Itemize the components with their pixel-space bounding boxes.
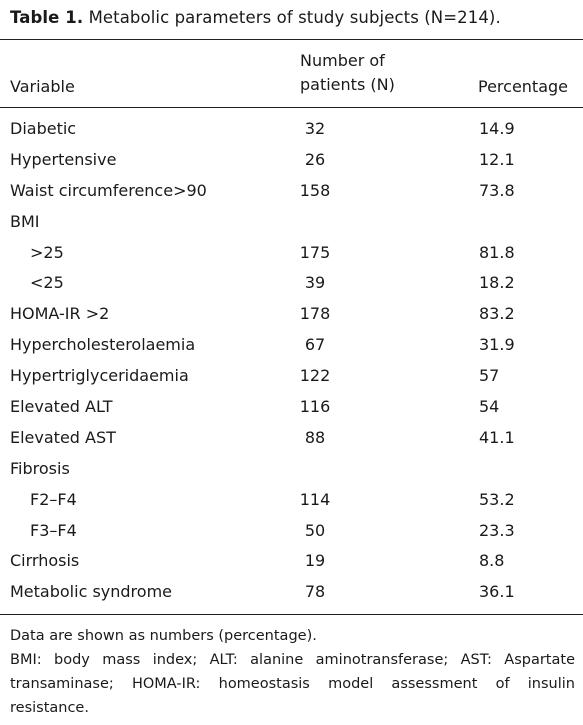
row-percentage: 54 [479,397,500,417]
row-number-of-patients: 32 [304,119,326,138]
table-row: F3–F4 50 23.3 [0,516,583,547]
row-variable: Waist circumference>90 [10,180,207,200]
table-row: >25 175 81.8 [0,238,583,269]
row-number-of-patients: 78 [304,582,326,602]
row-number-of-patients: 158 [299,180,331,200]
table-row: Cirrhosis 19 8.8 [0,546,583,577]
table-row: Metabolic syndrome 78 36.1 [0,577,583,608]
table-row: F2–F4 114 53.2 [0,485,583,516]
row-variable: Hypertriglyceridaemia [10,366,189,386]
row-variable: Fibrosis [10,458,70,478]
row-variable: F3–F4 [30,520,77,540]
row-percentage: 83.2 [479,304,515,324]
table-row: <25 39 18.2 [0,268,583,299]
header-number-line2: patients (N) [300,75,395,94]
table-body: Diabetic 32 14.9 Hypertensive 26 12.1 Waist ci… [0,114,583,608]
row-percentage: 53.2 [479,489,515,509]
table-title-label: Table 1. [10,8,84,27]
row-variable: Elevated ALT [10,397,113,417]
table-title: Table 1. Metabolic parameters of study s… [10,7,501,29]
table-row: Elevated AST 88 41.1 [0,423,583,454]
row-percentage: 12.1 [479,149,515,169]
row-percentage: 14.9 [479,119,515,138]
table-row: Hypertensive 26 12.1 [0,145,583,176]
row-number-of-patients: 175 [299,242,331,262]
table-row: Fibrosis [0,454,583,485]
row-variable: Hypertensive [10,149,117,169]
footnote-data-format: Data are shown as numbers (percentage). [10,628,317,644]
header-number-of-patients: Number of patients (N) [300,49,470,97]
footnote-abbreviations: BMI: body mass index; ALT: alanine amino… [10,652,575,716]
table-title-text: Metabolic parameters of study subjects (… [83,8,501,27]
row-variable: F2–F4 [30,489,77,509]
row-number-of-patients: 114 [299,489,331,509]
row-variable: Diabetic [10,119,77,138]
row-percentage: 57 [479,366,500,386]
row-variable: Elevated AST [10,427,116,447]
table-row: Elevated ALT 116 54 [0,392,583,423]
row-variable: <25 [30,273,64,293]
row-variable: Metabolic syndrome [10,582,172,602]
row-number-of-patients: 19 [304,551,326,571]
row-number-of-patients: 67 [304,335,326,355]
row-percentage: 18.2 [479,273,515,293]
table-row: Diabetic 32 14.9 [0,114,583,145]
table-row: Hypertriglyceridaemia 122 57 [0,361,583,392]
row-variable: Hypercholesterolaemia [10,335,196,355]
row-percentage: 81.8 [479,242,515,262]
row-number-of-patients: 26 [304,149,326,169]
table-row: Waist circumference>90 158 73.8 [0,176,583,207]
row-variable: HOMA-IR >2 [10,304,110,324]
row-number-of-patients: 116 [299,397,331,417]
row-percentage: 41.1 [479,427,515,447]
header-number-line1: Number of [300,51,385,70]
table-row: BMI [0,207,583,238]
bottom-rule [0,614,583,615]
row-number-of-patients: 39 [304,273,326,293]
row-number-of-patients: 178 [299,304,331,324]
row-percentage: 23.3 [479,520,515,540]
row-percentage: 8.8 [479,551,505,571]
row-percentage: 31.9 [479,335,515,355]
row-number-of-patients: 88 [304,427,326,447]
table-row: HOMA-IR >2 178 83.2 [0,299,583,330]
top-rule [0,39,583,40]
row-variable: BMI [10,211,40,231]
table-footnotes: Data are shown as numbers (percentage). … [10,624,575,720]
row-number-of-patients: 122 [299,366,331,386]
header-rule [0,107,583,108]
row-variable: >25 [30,242,64,262]
header-percentage: Percentage [478,77,569,96]
header-variable: Variable [10,77,75,96]
row-variable: Cirrhosis [10,551,80,571]
table-row: Hypercholesterolaemia 67 31.9 [0,330,583,361]
row-percentage: 73.8 [479,180,515,200]
row-number-of-patients: 50 [304,520,326,540]
row-percentage: 36.1 [479,582,515,602]
